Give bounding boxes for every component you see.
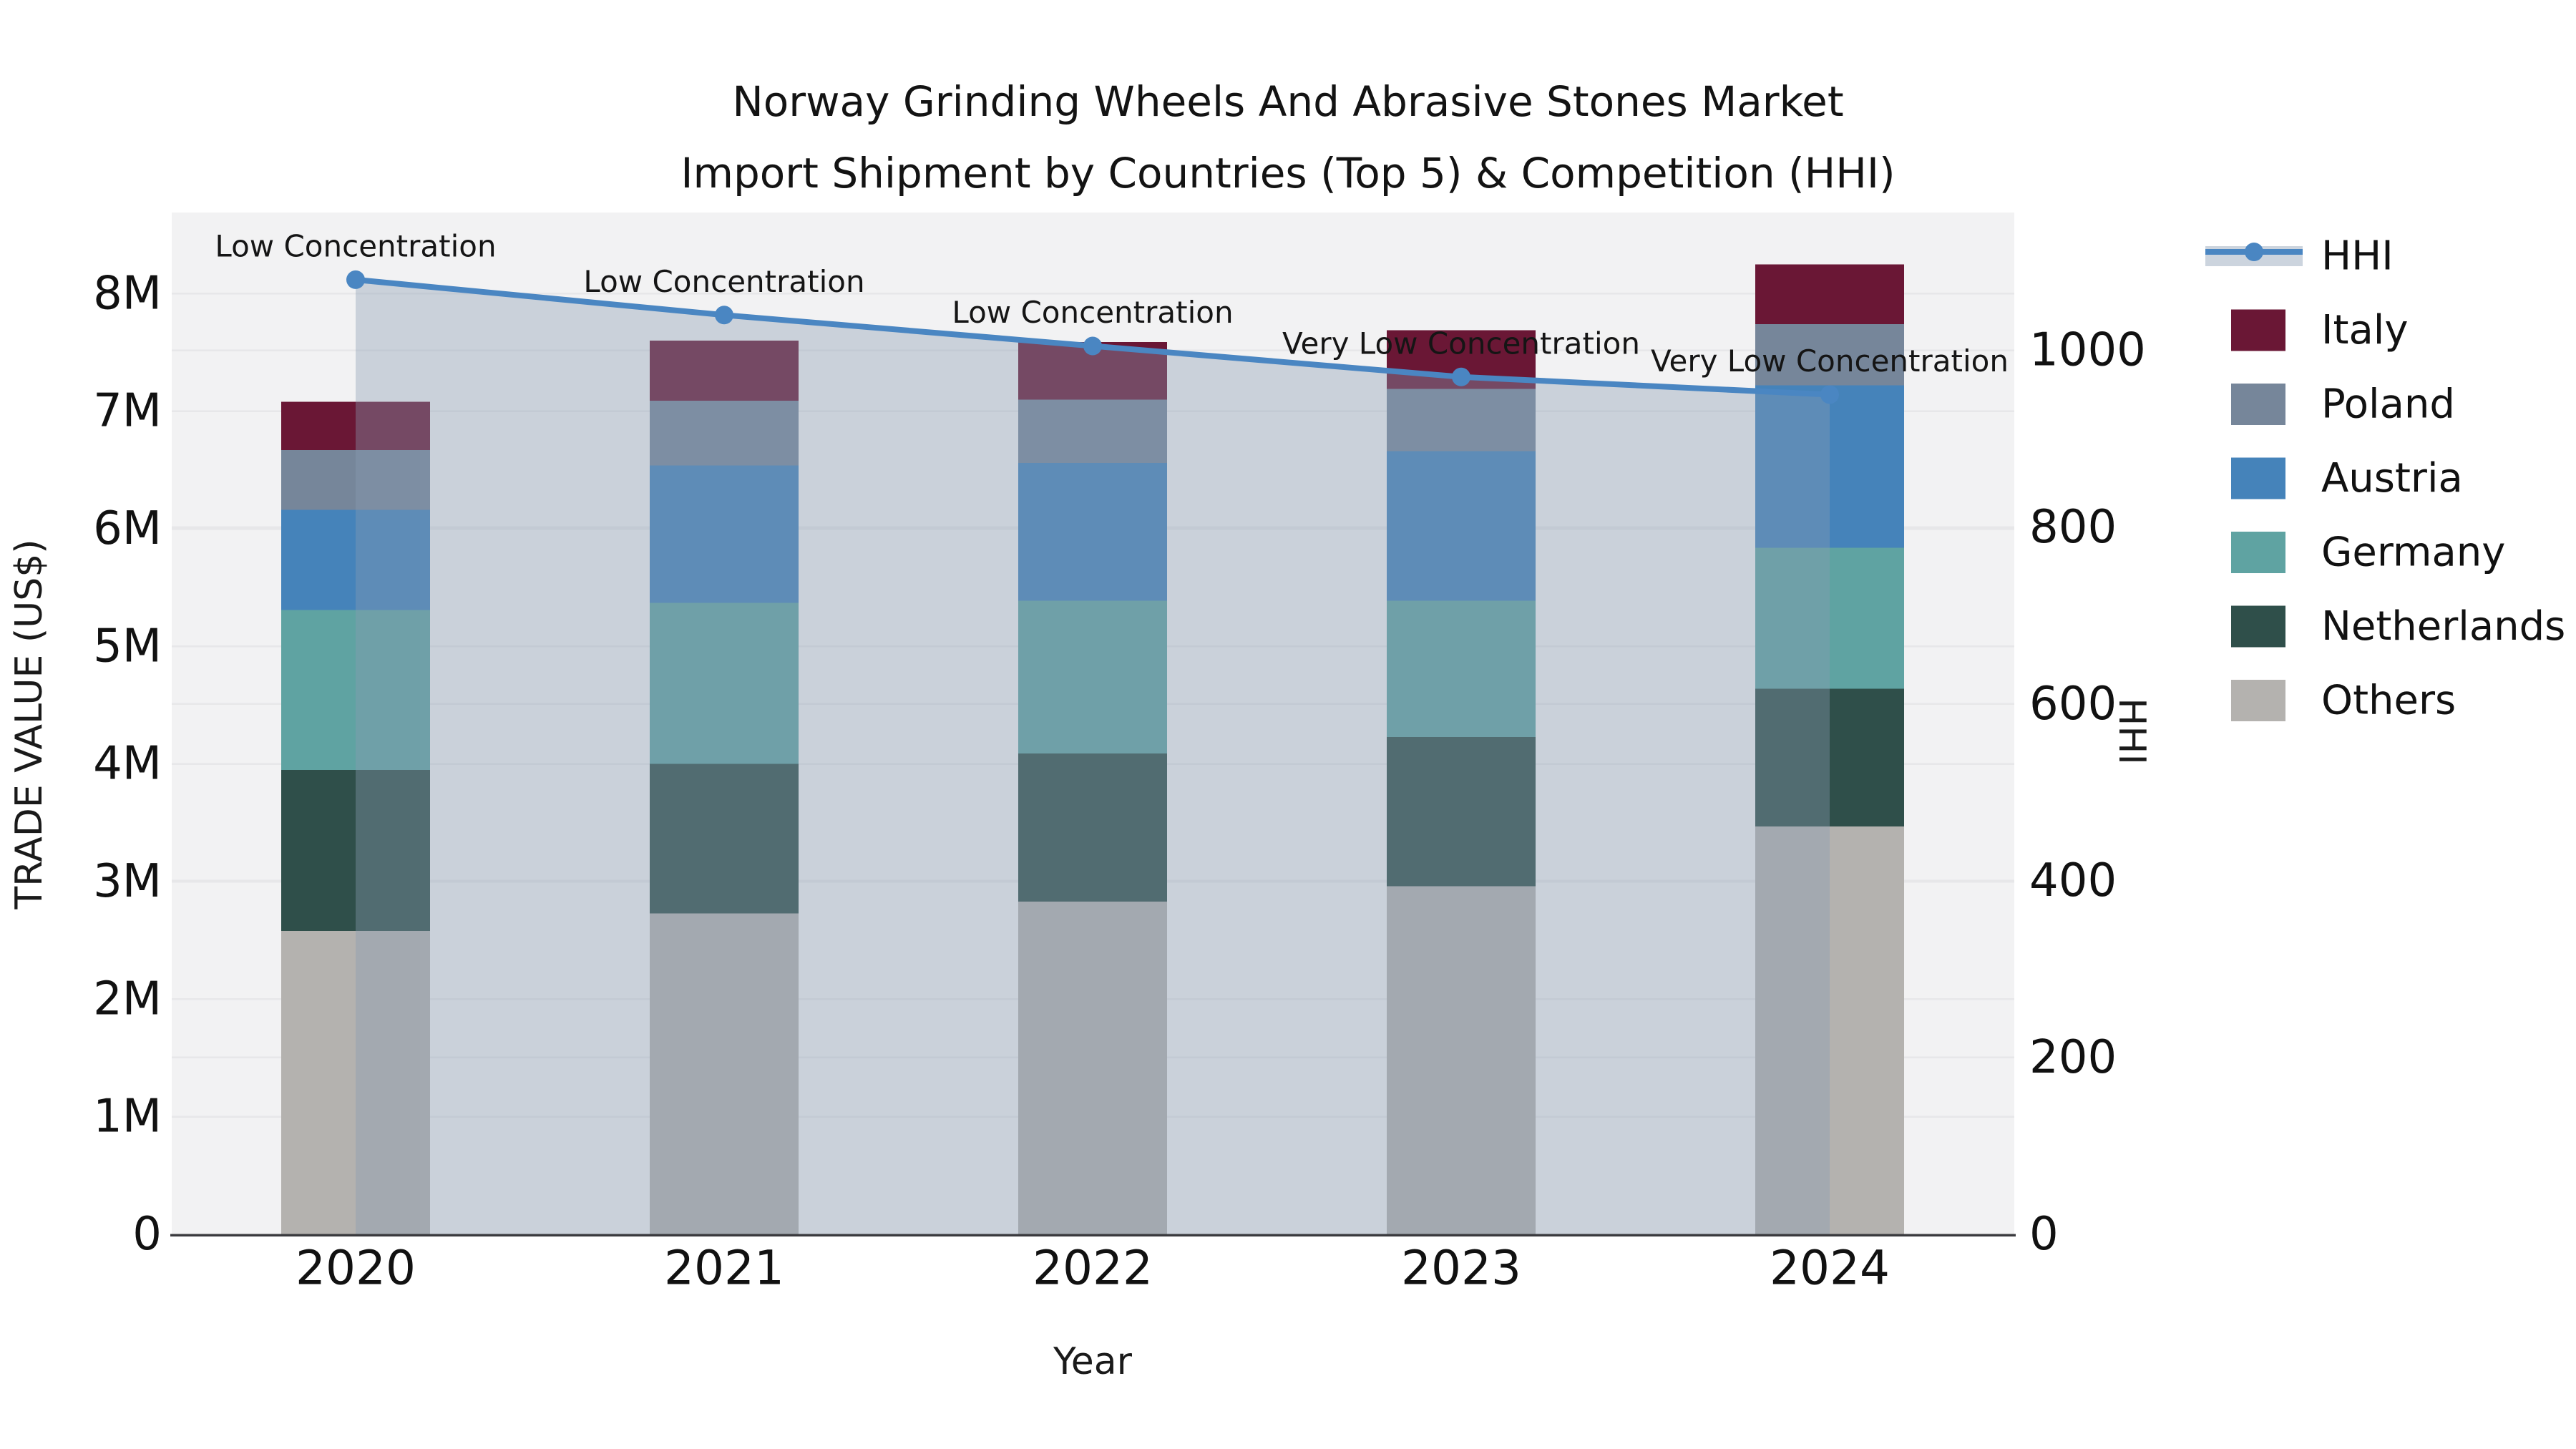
hhi-annotation-2020: Low Concentration [215,228,496,263]
hhi-point-2021 [715,306,733,325]
legend-item-italy: Italy [2231,307,2409,353]
x-tick-2020: 2020 [296,1241,416,1296]
bar-segment-italy-2024 [1755,264,1904,325]
legend-label-austria: Austria [2321,455,2463,502]
x-tick-2024: 2024 [1770,1241,1890,1296]
left-tick-3M: 3M [93,855,162,908]
legend-item-hhi: HHI [2205,233,2394,280]
hhi-annotation-2022: Low Concentration [952,295,1233,330]
right-axis-title: HHI [2110,698,2153,765]
right-tick-0: 0 [2029,1208,2059,1261]
bar-segment-others-2021 [650,913,799,1234]
legend-swatch-netherlands [2231,605,2285,648]
legend-label-germany: Germany [2321,530,2505,576]
chart-title-line2: Import Shipment by Countries (Top 5) & C… [680,149,1895,197]
bar-segment-germany-2024 [1755,547,1904,689]
bar-segment-poland-2023 [1387,389,1536,452]
legend-label-italy: Italy [2321,307,2409,353]
legend-item-netherlands: Netherlands [2231,603,2565,650]
bar-segment-netherlands-2023 [1387,736,1536,887]
bar-segment-poland-2022 [1018,399,1167,464]
plot-area: Low Concentration Low Concentration Low Co… [93,213,2565,1296]
bar-segment-germany-2021 [650,602,799,764]
legend-label-hhi: HHI [2321,233,2394,280]
hhi-point-2022 [1083,336,1102,356]
bar-segment-netherlands-2021 [650,763,799,914]
bar-segment-austria-2021 [650,465,799,603]
bar-segment-italy-2021 [650,341,799,401]
right-tick-600: 600 [2029,678,2117,731]
legend-swatch-austria [2231,457,2285,499]
hhi-annotation-2023: Very Low Concentration [1282,326,1640,361]
left-tick-2M: 2M [93,972,162,1025]
legend-hhi-marker [2245,243,2263,261]
left-tick-4M: 4M [93,738,162,791]
bar-segment-netherlands-2022 [1018,753,1167,902]
legend-item-poland: Poland [2231,381,2455,428]
bar-segment-poland-2021 [650,400,799,466]
legend-item-germany: Germany [2231,530,2505,576]
legend-swatch-others [2231,680,2285,721]
left-tick-7M: 7M [93,385,162,438]
bar-segment-germany-2020 [281,610,430,770]
right-tick-800: 800 [2029,501,2117,554]
chart-title-line1: Norway Grinding Wheels And Abrasive Ston… [732,77,1843,126]
bar-segment-germany-2023 [1387,600,1536,737]
bar-segment-austria-2023 [1387,451,1536,601]
bar-segment-austria-2020 [281,509,430,610]
bar-segment-netherlands-2020 [281,769,430,932]
left-tick-8M: 8M [93,267,162,320]
hhi-annotation-2021: Low Concentration [583,264,864,299]
hhi-point-2023 [1452,367,1470,386]
legend-swatch-italy [2231,309,2285,351]
left-tick-0: 0 [132,1208,162,1261]
left-tick-1M: 1M [93,1091,162,1143]
bar-segment-others-2024 [1755,826,1904,1234]
legend-label-netherlands: Netherlands [2321,603,2565,650]
bar-segment-italy-2020 [281,401,430,450]
legend-item-austria: Austria [2231,455,2463,502]
left-axis-title: TRADE VALUE (US$) [8,539,51,909]
hhi-annotation-2024: Very Low Concentration [1651,343,2009,379]
hhi-point-2020 [346,270,365,289]
x-tick-2023: 2023 [1401,1241,1521,1296]
hhi-point-2024 [1820,385,1839,404]
bar-segment-germany-2022 [1018,600,1167,753]
legend-swatch-poland [2231,384,2285,425]
legend-label-others: Others [2321,678,2456,724]
bar-segment-austria-2022 [1018,463,1167,601]
bar-segment-netherlands-2024 [1755,688,1904,826]
bar-segment-others-2022 [1018,901,1167,1234]
hhi-area-fill [356,279,1830,1235]
legend-label-poland: Poland [2321,381,2455,428]
right-tick-200: 200 [2029,1031,2117,1084]
bar-segment-austria-2024 [1755,385,1904,548]
left-tick-6M: 6M [93,502,162,555]
bar-segment-poland-2024 [1755,324,1904,386]
legend-swatch-germany [2231,532,2285,573]
x-tick-2021: 2021 [664,1241,784,1296]
legend-item-others: Others [2231,678,2456,724]
right-tick-400: 400 [2029,854,2117,907]
bar-segment-poland-2020 [281,449,430,510]
x-tick-2022: 2022 [1033,1241,1153,1296]
x-axis-title: Year [1053,1340,1133,1383]
right-tick-1000: 1000 [2029,324,2146,377]
left-tick-5M: 5M [93,620,162,673]
bar-segment-others-2023 [1387,886,1536,1234]
bar-segment-others-2020 [281,931,430,1234]
